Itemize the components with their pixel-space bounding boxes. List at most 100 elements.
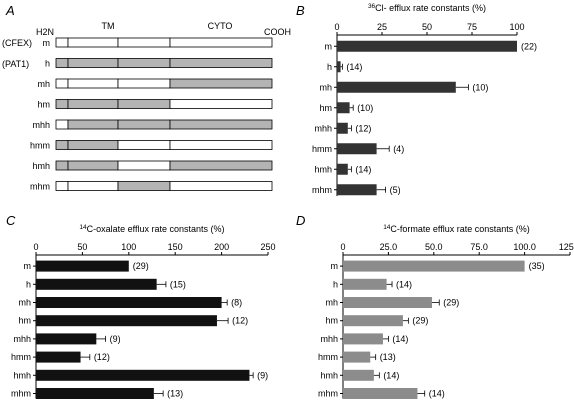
x-tick-label: 250	[260, 242, 275, 252]
cfex-parent-note: (CFEX)	[2, 38, 32, 48]
bar	[337, 122, 348, 134]
n-label: (29)	[412, 316, 428, 326]
construct-label: hmh	[32, 161, 50, 171]
chart-c-oxalate-efflux: 14C-oxalate efflux rate constants (%) 0 50…	[11, 224, 276, 399]
bar	[343, 369, 374, 381]
bar	[337, 184, 377, 196]
bar	[36, 278, 157, 290]
construct-segment	[55, 160, 69, 171]
bar	[337, 102, 350, 114]
n-label: (29)	[443, 298, 459, 308]
construct-label: mhh	[32, 120, 50, 130]
category-label: mh	[319, 82, 332, 92]
category-label: m	[24, 261, 32, 271]
bar	[343, 278, 387, 290]
n-label: (22)	[521, 41, 537, 51]
panel-a-constructs: A H2N TM CYTO COOH (CFEX) (PAT1) mhmhhmm…	[2, 3, 291, 192]
panel-d-letter: D	[296, 213, 305, 228]
n-label: (12)	[232, 316, 248, 326]
bar	[343, 297, 432, 308]
construct-segment	[117, 37, 171, 48]
bar	[36, 388, 154, 399]
category-label: hmm	[312, 144, 332, 154]
construct-label: mhm	[30, 182, 50, 192]
category-label: h	[26, 279, 31, 289]
construct-segment	[55, 78, 69, 89]
bar	[36, 333, 97, 345]
construct-label: hmm	[30, 141, 50, 151]
chart-b-chloride-efflux: 36Cl- efflux rate constants (%) 0 25 50 75 10…	[312, 3, 537, 196]
construct-segment	[67, 119, 119, 130]
construct-label: h	[45, 59, 50, 69]
n-label: (8)	[231, 298, 242, 308]
bar	[343, 388, 418, 399]
construct-segment	[55, 58, 69, 68]
bar	[36, 315, 217, 327]
category-label: mhm	[318, 389, 338, 399]
category-label: hmh	[314, 164, 332, 174]
construct-segment	[55, 140, 69, 150]
bar	[337, 143, 377, 155]
x-tick-label: 50.0	[425, 242, 443, 252]
construct-label: m	[43, 38, 51, 48]
category-label: mhh	[320, 334, 338, 344]
panel-c-letter: C	[6, 213, 16, 228]
x-tick-label: 50	[77, 242, 87, 252]
n-label: (14)	[346, 62, 362, 72]
construct-segment	[117, 140, 171, 150]
construct-segment	[117, 160, 171, 171]
cyto-domain-label: CYTO	[208, 21, 233, 31]
chart-title: 36Cl- efflux rate constants (%)	[368, 3, 486, 13]
bar	[343, 351, 371, 363]
panel-b-letter: B	[296, 3, 305, 18]
bar	[337, 40, 517, 52]
construct-segment	[169, 160, 273, 171]
construct-segment	[67, 37, 119, 48]
category-label: mhm	[312, 185, 332, 195]
chart-title: 14C-formate efflux rate constants (%)	[383, 224, 530, 234]
n-label: (14)	[383, 370, 399, 380]
construct-segment	[117, 99, 171, 109]
n-label: (29)	[133, 261, 149, 271]
x-tick-label: 125.0	[559, 242, 574, 252]
x-tick-label: 75.0	[470, 242, 488, 252]
category-label: h	[333, 279, 338, 289]
n-label: (10)	[472, 82, 488, 92]
bar	[337, 81, 456, 93]
construct-segment	[117, 119, 171, 130]
category-label: mhm	[11, 389, 31, 399]
construct-segment	[169, 181, 273, 191]
n-terminus-label: H2N	[36, 27, 54, 37]
construct-segment	[169, 78, 273, 89]
n-label: (14)	[396, 279, 412, 289]
bar	[36, 297, 222, 308]
construct-segment	[67, 99, 119, 109]
construct-segment	[67, 160, 119, 171]
n-label: (14)	[392, 334, 408, 344]
chart-d-formate-efflux: 14C-formate efflux rate constants (%) 0 25…	[318, 224, 574, 399]
n-label: (4)	[393, 144, 404, 154]
category-label: mhh	[314, 123, 332, 133]
chart-title: 14C-oxalate efflux rate constants (%)	[79, 224, 224, 234]
n-label: (10)	[357, 103, 373, 113]
construct-segment	[67, 58, 119, 68]
n-label: (35)	[529, 261, 545, 271]
n-label: (5)	[390, 185, 401, 195]
construct-segment	[55, 119, 69, 130]
x-tick-label: 200	[214, 242, 229, 252]
x-tick-label: 25	[377, 22, 387, 32]
pat1-parent-note: (PAT1)	[2, 59, 29, 69]
construct-label: hm	[37, 100, 50, 110]
x-tick-label: 75	[467, 22, 477, 32]
n-label: (9)	[257, 370, 268, 380]
construct-segment	[55, 37, 69, 48]
construct-segment	[169, 140, 273, 150]
tm-domain-label: TM	[102, 21, 115, 31]
construct-segment	[67, 140, 119, 150]
bar	[36, 369, 250, 381]
x-tick-label: 100	[121, 242, 136, 252]
n-label: (12)	[94, 352, 110, 362]
bar	[36, 260, 129, 272]
category-label: hm	[325, 316, 338, 326]
